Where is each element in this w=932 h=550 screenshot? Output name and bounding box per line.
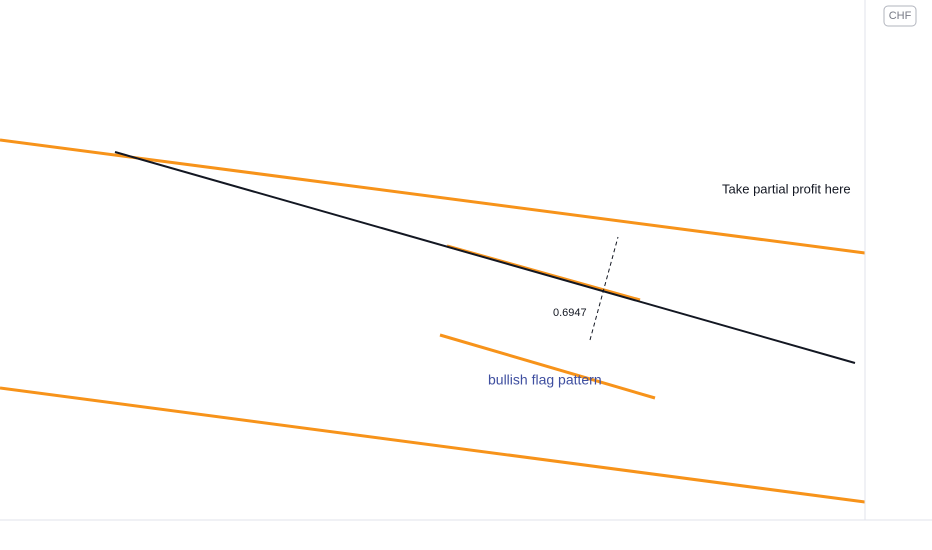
annotation: 0.6947 — [553, 307, 587, 319]
channel-top — [0, 138, 866, 255]
annotation: Take partial profit here — [722, 181, 851, 196]
trend-lines — [0, 138, 866, 504]
flag-bottom — [439, 333, 656, 400]
fib-anchor — [589, 236, 619, 341]
trend-line — [114, 151, 856, 364]
annotation: bullish flag pattern — [488, 372, 602, 388]
channel-bottom — [0, 386, 866, 504]
price-axis — [865, 0, 932, 550]
currency-badge — [883, 5, 917, 27]
currency: CHF — [889, 10, 912, 22]
